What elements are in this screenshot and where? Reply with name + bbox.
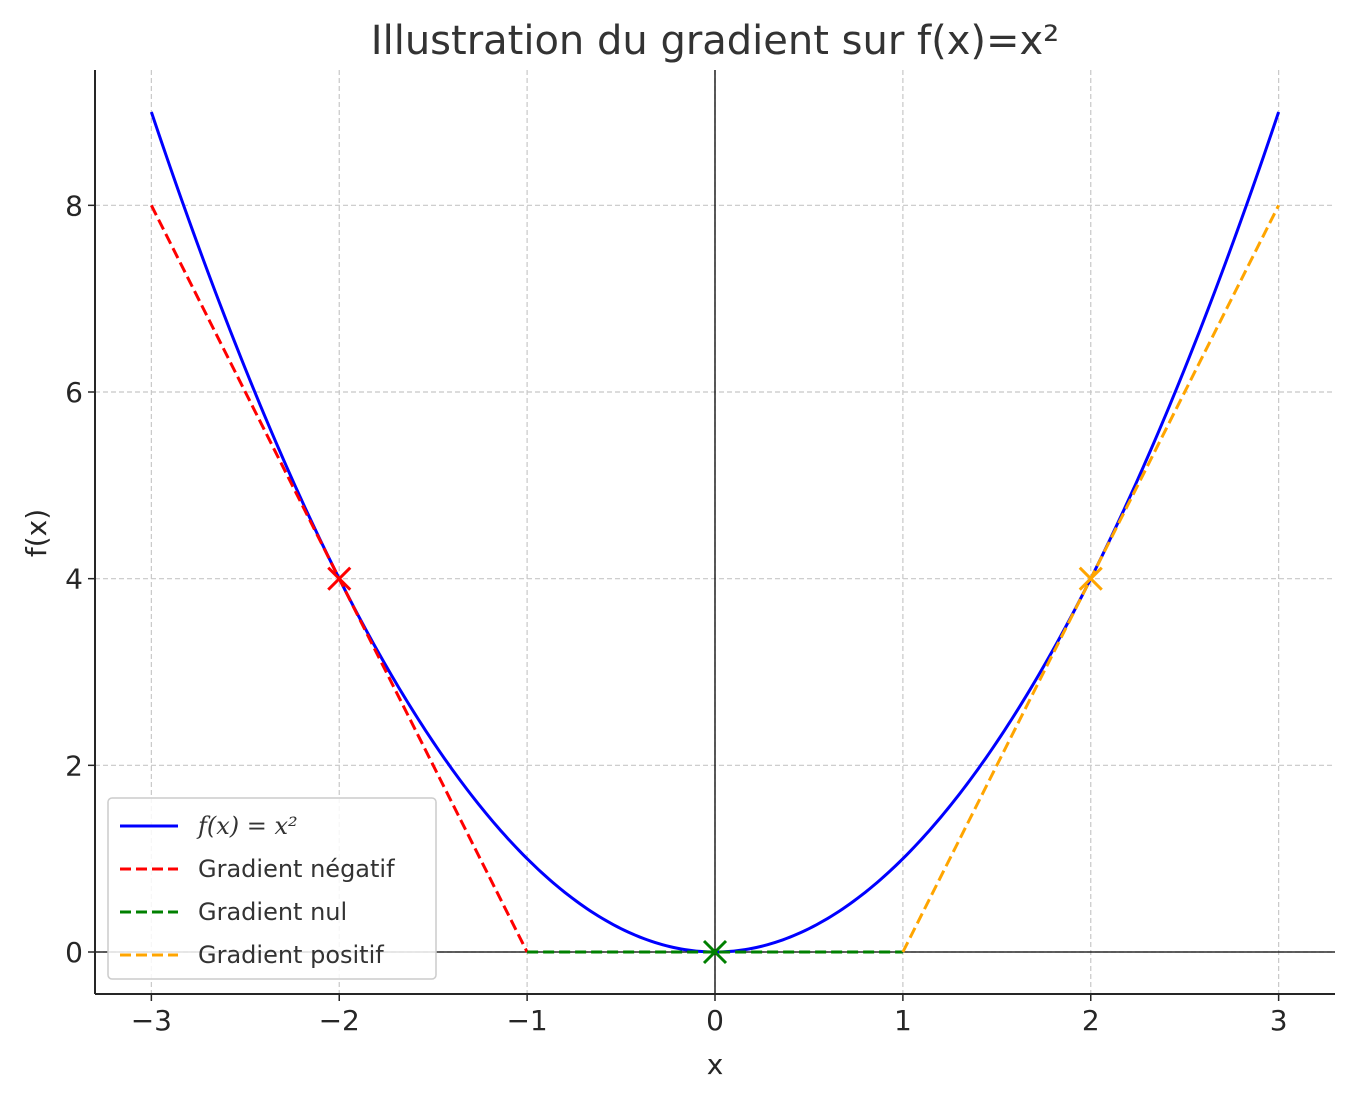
legend-label-0: f(x) = x² xyxy=(196,812,298,840)
legend-box xyxy=(107,797,437,980)
y-tick-label-4: 8 xyxy=(65,189,83,222)
legend-label-2: Gradient nul xyxy=(198,898,347,926)
x-tick-label-3: 0 xyxy=(706,1004,724,1037)
legend: f(x) = x² Gradient négatif Gradient nul Gra… xyxy=(107,797,437,980)
x-tick-label-0: −3 xyxy=(131,1004,172,1037)
x-tick-label-1: −2 xyxy=(319,1004,360,1037)
x-tick-label-2: −1 xyxy=(506,1004,547,1037)
x-axis-label: x xyxy=(707,1048,724,1081)
y-tick-label-2: 4 xyxy=(65,563,83,596)
chart-title: Illustration du gradient sur f(x)=x² xyxy=(371,18,1059,64)
x-ticks: −3 −2 −1 0 1 2 3 xyxy=(131,994,1288,1037)
legend-label-3: Gradient positif xyxy=(198,941,384,969)
point-marker-1 xyxy=(327,566,352,591)
y-tick-label-1: 2 xyxy=(65,749,83,782)
point-marker-2 xyxy=(702,939,728,965)
point-marker-3 xyxy=(1078,566,1103,591)
x-tick-label-6: 3 xyxy=(1270,1004,1288,1037)
y-tick-label-3: 6 xyxy=(65,376,83,409)
y-ticks: 0 2 4 6 8 xyxy=(65,189,95,969)
x-tick-label-5: 2 xyxy=(1082,1004,1100,1037)
legend-label-1: Gradient négatif xyxy=(198,855,395,883)
y-tick-label-0: 0 xyxy=(65,936,83,969)
x-tick-label-4: 1 xyxy=(894,1004,912,1037)
y-axis-label: f(x) xyxy=(20,509,53,557)
series-layer xyxy=(149,111,1281,965)
